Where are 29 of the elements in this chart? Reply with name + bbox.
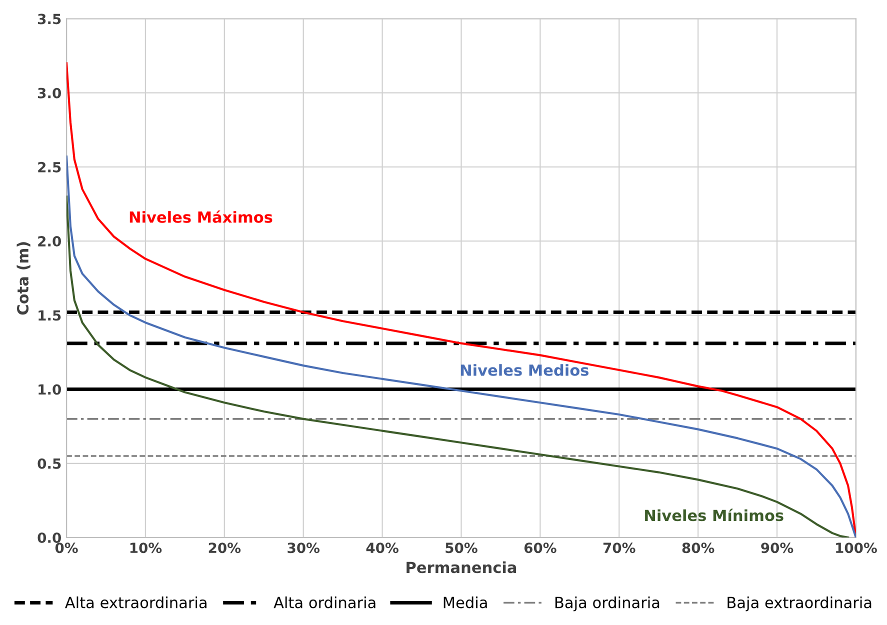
legend-label: Baja extraordinaria xyxy=(728,596,872,612)
legend-label: Media xyxy=(444,596,487,608)
x-tick-label: 50% xyxy=(446,542,478,554)
x-tick-label: 40% xyxy=(366,542,398,554)
y-tick-label: 3.5 xyxy=(38,14,61,24)
x-tick-label: 30% xyxy=(288,542,320,554)
legend-label: Alta extraordinaria xyxy=(65,596,206,608)
series-label: Niveles Medios xyxy=(460,364,589,376)
x-tick-label: 70% xyxy=(603,542,636,554)
x-tick-label: 60% xyxy=(524,542,556,554)
y-tick-label: 0.5 xyxy=(38,458,61,469)
legend-label: Alta ordinaria xyxy=(274,596,376,608)
x-tick-label: 90% xyxy=(761,542,794,554)
y-tick-label: 0.0 xyxy=(38,532,61,543)
y-tick-label: 2.5 xyxy=(38,162,61,172)
legend-label: Baja ordinaria xyxy=(555,596,660,612)
y-tick-label: 2.0 xyxy=(38,236,61,247)
y-tick-label: 3.0 xyxy=(38,88,61,98)
x-tick-label: 20% xyxy=(208,542,241,554)
series-label: Niveles Máximos xyxy=(130,210,272,223)
x-tick-label: 0% xyxy=(55,542,78,554)
x-tick-label: 80% xyxy=(682,542,714,554)
x-axis-title: Permanencia xyxy=(406,561,516,574)
y-axis-title: Cota (m) xyxy=(16,242,30,315)
x-tick-label: 100% xyxy=(836,542,877,554)
y-tick-label: 1.5 xyxy=(38,310,61,321)
y-tick-label: 1.0 xyxy=(38,384,61,395)
x-tick-label: 10% xyxy=(130,542,162,554)
series-label: Niveles Mínimos xyxy=(645,508,784,522)
